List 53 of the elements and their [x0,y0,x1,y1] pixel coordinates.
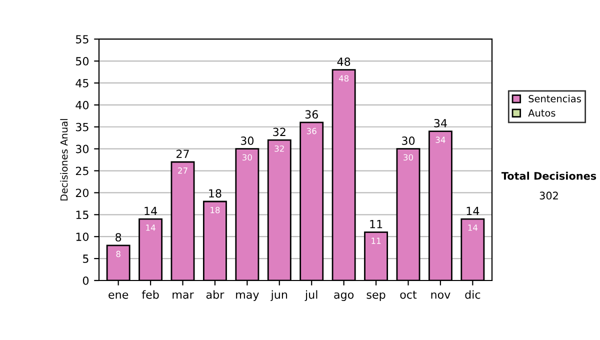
total-label: 27 [176,150,189,158]
data-label: 11 [372,238,381,244]
data-label: 30 [242,154,252,161]
data-label: 34 [436,136,446,143]
data-label: 14 [468,224,478,231]
total-label: 30 [402,136,415,145]
x-tick-label: nov [431,292,450,299]
total-label: 18 [209,189,222,198]
total-label: 36 [305,110,318,119]
y-tick-label: 55 [76,35,88,44]
y-tick-label: 50 [76,57,89,66]
x-tick-label: abr [206,290,224,299]
y-tick-label: 30 [76,144,89,154]
total-label: 34 [434,118,447,128]
data-label: 14 [146,224,156,231]
y-tick-label: 10 [76,232,89,241]
y-tick-label: 45 [76,79,88,88]
y-tick-label: 5 [83,254,88,263]
x-tick-label: ago [334,292,354,301]
total-label: 30 [240,136,254,145]
y-tick-label: 15 [76,210,88,220]
data-label: 32 [274,145,284,152]
total-label: 14 [466,206,480,215]
data-label: 30 [404,154,413,161]
total-label: 11 [370,220,382,228]
x-tick-label: feb [142,290,159,299]
x-tick-label: sep [366,292,386,301]
x-tick-label: jul [304,290,318,301]
x-tick-label: mar [172,292,194,299]
y-tick-label: 35 [76,122,88,132]
text: 302 [540,192,558,200]
data-label: 27 [178,167,188,174]
text: Total Decisiones [501,172,596,180]
x-tick-label: jun [270,290,288,301]
data-label: 18 [210,206,220,214]
x-tick-label: dic [465,290,480,299]
data-label: 48 [338,75,349,82]
legend-label: Autos [528,109,556,117]
total-label: 48 [337,58,350,66]
y-tick-label: 0 [82,276,89,285]
y-axis-title: Decisiones Anual [60,119,68,200]
x-tick-label: may [236,292,259,301]
total-label: 32 [273,128,286,136]
data-label: 8 [116,250,120,258]
y-tick-label: 20 [76,188,89,198]
total-label: 8 [116,233,122,242]
legend-label: Sentencias [528,94,581,102]
total-label: 14 [144,206,157,215]
x-tick-label: oct [400,290,417,299]
x-tick-label: ene [108,292,128,299]
data-label: 36 [306,128,316,134]
y-tick-label: 25 [76,166,88,176]
y-tick-label: 40 [76,100,89,110]
